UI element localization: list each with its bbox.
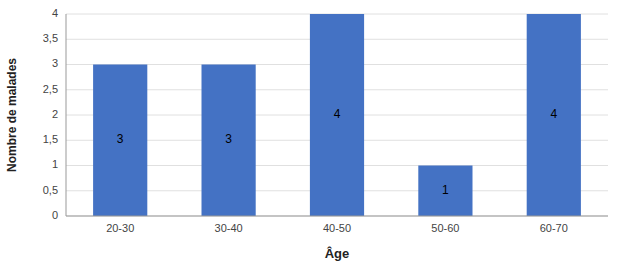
chart-container: 0 0,5 1 1,5 2 2,5 3 3,5 4 3 3 4 1 4 20-30 30-40 40-50 50-… xyxy=(0,0,624,268)
y-tick-label: 1 xyxy=(52,158,58,170)
bar xyxy=(93,65,147,217)
y-tick-label: 2,5 xyxy=(43,83,58,95)
y-tick-label: 3 xyxy=(52,57,58,69)
x-tick-label: 20-30 xyxy=(106,222,134,234)
bar xyxy=(310,14,364,216)
x-tick-label: 60-70 xyxy=(540,222,568,234)
x-axis-title: Âge xyxy=(325,246,350,261)
y-axis: 0 0,5 1 1,5 2 2,5 3 3,5 4 xyxy=(43,7,58,221)
grid-line xyxy=(66,216,608,217)
x-tick-label: 40-50 xyxy=(323,222,351,234)
y-tick-label: 0,5 xyxy=(43,184,58,196)
y-tick-label: 3,5 xyxy=(43,32,58,44)
grid xyxy=(66,14,608,216)
bars xyxy=(93,14,581,216)
data-label: 1 xyxy=(442,183,449,197)
y-tick-label: 1,5 xyxy=(43,133,58,145)
data-label: 3 xyxy=(117,132,124,146)
data-label: 4 xyxy=(334,107,341,121)
y-tick-label: 0 xyxy=(52,209,58,221)
x-axis-line xyxy=(66,216,608,217)
data-labels: 3 3 4 1 4 xyxy=(117,107,558,197)
bar xyxy=(202,65,256,217)
x-tick-label: 50-60 xyxy=(431,222,459,234)
data-label: 3 xyxy=(225,132,232,146)
y-tick-label: 2 xyxy=(52,108,58,120)
x-tick-label: 30-40 xyxy=(215,222,243,234)
x-axis: 20-30 30-40 40-50 50-60 60-70 xyxy=(106,222,568,234)
y-axis-line xyxy=(66,14,67,216)
bar xyxy=(418,166,472,217)
y-tick-label: 4 xyxy=(52,7,58,19)
chart: 0 0,5 1 1,5 2 2,5 3 3,5 4 3 3 4 1 4 20-30 30-40 40-50 50-… xyxy=(0,0,624,268)
y-axis-title: Nombre de malades xyxy=(5,58,19,172)
data-label: 4 xyxy=(550,107,557,121)
bar xyxy=(527,14,581,216)
